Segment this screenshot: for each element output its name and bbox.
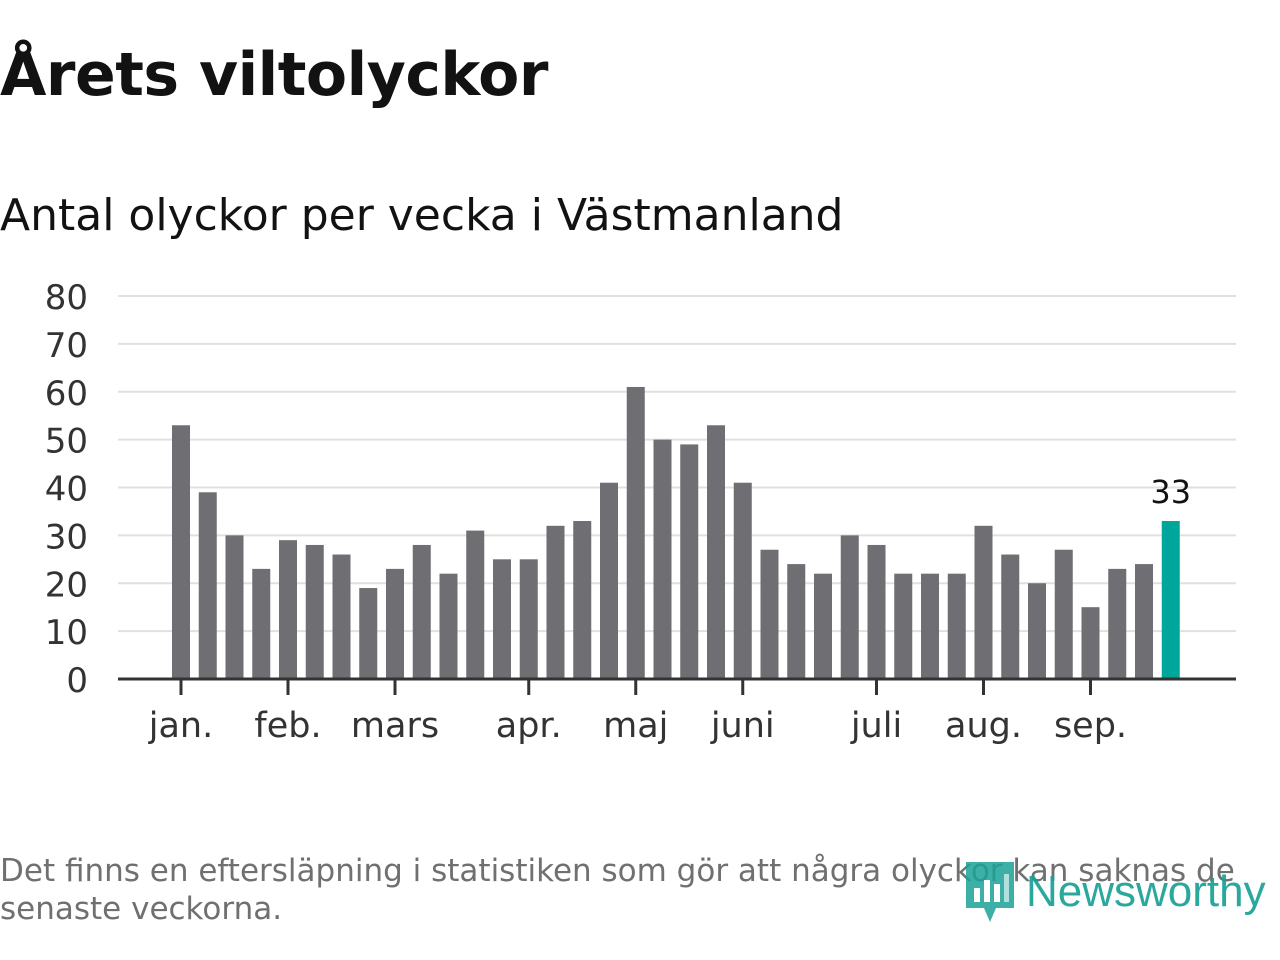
- x-tick-label: sep.: [1054, 706, 1127, 746]
- bar: [466, 530, 485, 679]
- chart-title: Årets viltolyckor: [0, 40, 549, 110]
- bar: [653, 439, 672, 679]
- bar: [439, 573, 458, 679]
- bar: [814, 573, 832, 679]
- bar: [1054, 549, 1073, 679]
- bar: [412, 544, 431, 679]
- bar: [386, 568, 404, 679]
- bar: [172, 425, 190, 679]
- y-axis-ticks: 0 10 20 30 40 50 60 70 80: [45, 278, 88, 701]
- x-tick-label: aug.: [945, 706, 1022, 746]
- highlight-data-label: 33: [1150, 473, 1191, 511]
- bar: [359, 588, 378, 679]
- x-tick-label: jan.: [148, 706, 213, 746]
- bar-chart: 0 10 20 30 40 50 60 70 80 jan. feb. mars apr. maj jun…: [45, 278, 1236, 746]
- bar: [760, 549, 779, 679]
- bar: [626, 386, 645, 679]
- bar: [707, 425, 725, 679]
- gridlines: [118, 295, 1236, 633]
- y-tick-label: 70: [45, 326, 88, 366]
- bar: [493, 559, 511, 679]
- bar: [894, 573, 913, 679]
- bar: [573, 521, 592, 679]
- bar: [787, 564, 806, 679]
- chart-subtitle: Antal olyckor per vecka i Västmanland: [0, 190, 844, 241]
- y-tick-label: 20: [45, 565, 88, 605]
- bar: [733, 482, 752, 679]
- x-tick-label: feb.: [254, 706, 321, 746]
- data-labels: 33: [1150, 473, 1191, 511]
- bars: [172, 386, 1180, 679]
- bar: [1135, 564, 1153, 679]
- bar: [974, 525, 993, 679]
- bar: [1108, 568, 1127, 679]
- x-tick-label: apr.: [496, 706, 562, 746]
- x-tick-label: maj: [603, 706, 668, 746]
- bar: [921, 573, 939, 679]
- y-tick-label: 60: [45, 374, 88, 414]
- brand-logo[interactable]: Newsworthy: [964, 858, 1266, 926]
- bar: [225, 535, 244, 679]
- y-tick-label: 30: [45, 517, 88, 557]
- bar: [198, 492, 217, 679]
- x-tick-label: juni: [710, 706, 775, 746]
- y-tick-label: 40: [45, 470, 88, 510]
- bar: [867, 544, 886, 679]
- y-tick-label: 0: [66, 661, 88, 701]
- bar: [252, 568, 271, 679]
- x-axis: jan. feb. mars apr. maj juni juli aug. sep.: [118, 677, 1236, 746]
- bar: [600, 482, 618, 679]
- bar: [947, 573, 966, 679]
- bar: [332, 554, 351, 679]
- bar: [1028, 583, 1046, 679]
- footnote: Det finns en eftersläpning i statistiken…: [0, 853, 1235, 927]
- newsworthy-logo-icon: [966, 862, 1014, 922]
- bar: [546, 525, 565, 679]
- bar-highlight: [1161, 521, 1180, 679]
- y-tick-label: 10: [45, 613, 88, 653]
- bar: [1001, 554, 1020, 679]
- y-tick-label: 80: [45, 278, 88, 318]
- bar: [1081, 607, 1100, 679]
- bar: [680, 444, 699, 679]
- y-tick-label: 50: [45, 422, 88, 462]
- bar: [305, 544, 324, 679]
- bar: [279, 540, 297, 679]
- x-tick-label: mars: [351, 706, 439, 746]
- x-tick-label: juli: [850, 706, 902, 746]
- bar: [840, 535, 859, 679]
- bar: [519, 559, 538, 679]
- brand-name: Newsworthy: [1026, 867, 1266, 916]
